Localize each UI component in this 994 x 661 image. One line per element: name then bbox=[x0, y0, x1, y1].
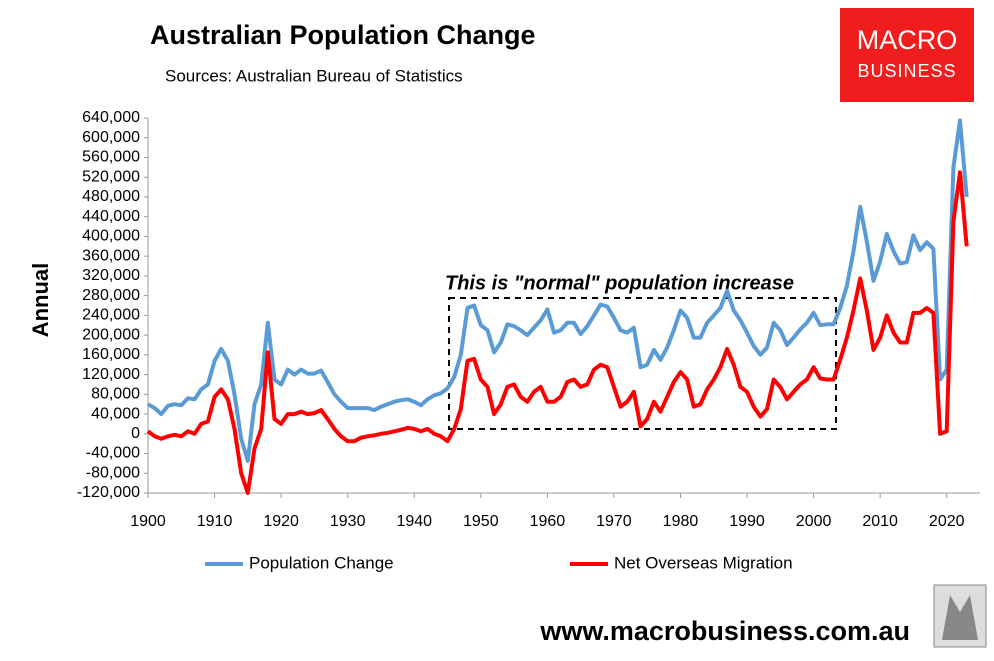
x-tick-label: 1970 bbox=[596, 513, 632, 530]
series-line bbox=[146, 170, 969, 495]
y-tick-label: 80,000 bbox=[91, 386, 140, 403]
logo-box bbox=[840, 8, 974, 102]
y-tick-label: 320,000 bbox=[82, 267, 140, 284]
y-tick-label: 160,000 bbox=[82, 346, 140, 363]
legend-label: Net Overseas Migration bbox=[614, 553, 793, 572]
y-axis-label: Annual bbox=[28, 263, 53, 338]
y-tick-label: 280,000 bbox=[82, 287, 140, 304]
y-tick-label: 120,000 bbox=[82, 366, 140, 383]
chart-title: Australian Population Change bbox=[150, 20, 536, 50]
x-tick-label: 2010 bbox=[862, 513, 898, 530]
x-tick-label: 1980 bbox=[663, 513, 699, 530]
y-tick-label: -120,000 bbox=[77, 484, 140, 501]
y-tick-label: 400,000 bbox=[82, 228, 140, 245]
x-tick-label: 1910 bbox=[197, 513, 233, 530]
y-tick-label: 360,000 bbox=[82, 247, 140, 264]
footer: www.macrobusiness.com.au bbox=[539, 616, 910, 646]
y-tick-label: 0 bbox=[131, 425, 140, 442]
x-tick-label: 2000 bbox=[796, 513, 832, 530]
annotation: This is "normal" population increase bbox=[445, 272, 794, 294]
logo-text: MACRO bbox=[857, 25, 958, 55]
x-tick-label: 1930 bbox=[330, 513, 366, 530]
logo-icon bbox=[942, 595, 978, 640]
series-line bbox=[146, 118, 969, 463]
x-tick-label: 2020 bbox=[929, 513, 965, 530]
x-tick-label: 1950 bbox=[463, 513, 499, 530]
x-tick-label: 1960 bbox=[530, 513, 566, 530]
y-tick-label: 200,000 bbox=[82, 326, 140, 343]
legend-label: Population Change bbox=[249, 553, 394, 572]
y-tick-label: 560,000 bbox=[82, 149, 140, 166]
x-tick-label: 1920 bbox=[263, 513, 299, 530]
y-tick-label: 600,000 bbox=[82, 129, 140, 146]
x-tick-label: 1940 bbox=[396, 513, 432, 530]
chart-subtitle: Sources: Australian Bureau of Statistics bbox=[165, 66, 463, 85]
y-tick-label: 240,000 bbox=[82, 307, 140, 324]
logo-text: BUSINESS bbox=[857, 61, 956, 81]
y-tick-label: -40,000 bbox=[86, 445, 140, 462]
y-tick-label: -80,000 bbox=[86, 464, 140, 481]
y-tick-label: 640,000 bbox=[82, 109, 140, 126]
x-tick-label: 1990 bbox=[729, 513, 765, 530]
annotation-box bbox=[448, 297, 837, 430]
y-tick-label: 440,000 bbox=[82, 208, 140, 225]
y-tick-label: 40,000 bbox=[91, 405, 140, 422]
x-tick-label: 1900 bbox=[130, 513, 166, 530]
y-tick-label: 520,000 bbox=[82, 168, 140, 185]
y-tick-label: 480,000 bbox=[82, 188, 140, 205]
